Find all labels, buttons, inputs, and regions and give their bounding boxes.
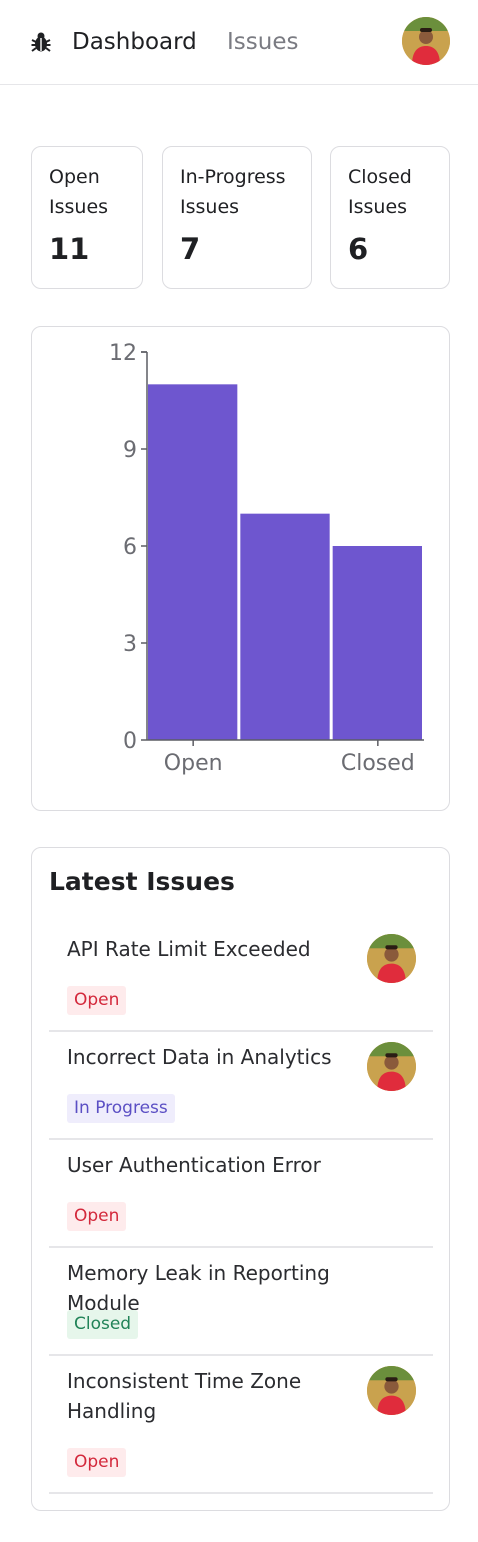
- x-tick-label: Closed: [341, 751, 415, 776]
- stat-value: 6: [348, 232, 369, 266]
- y-tick-label: 6: [123, 535, 137, 560]
- chart-bar: [148, 384, 238, 740]
- chart-bar: [240, 513, 330, 740]
- nav-link-issues[interactable]: Issues: [227, 29, 299, 55]
- issue-list-item[interactable]: Inconsistent Time Zone Handling Open: [49, 1356, 433, 1494]
- x-tick-label: Open: [164, 751, 223, 776]
- y-tick-label: 3: [123, 632, 137, 657]
- stat-card-in-progress: In-Progress Issues 7: [162, 146, 312, 289]
- issue-list-item[interactable]: API Rate Limit Exceeded Open: [49, 924, 433, 1032]
- issue-title[interactable]: Inconsistent Time Zone Handling: [67, 1369, 302, 1423]
- status-badge: Open: [67, 986, 127, 1015]
- y-tick-label: 9: [123, 438, 137, 463]
- status-badge: Open: [67, 1448, 127, 1477]
- issue-list-item[interactable]: User Authentication Error Open: [49, 1140, 433, 1248]
- latest-issues-card: Latest Issues API Rate Limit Exceeded Ope…: [31, 847, 450, 1511]
- stat-card-open: Open Issues 11: [31, 146, 143, 289]
- status-badge: In Progress: [67, 1094, 175, 1123]
- stat-label: In-Progress Issues: [180, 166, 286, 218]
- issue-title[interactable]: Memory Leak in Reporting Module: [67, 1261, 330, 1315]
- status-badge: Open: [67, 1202, 127, 1231]
- assignee-avatar: [367, 1042, 416, 1091]
- issue-title[interactable]: API Rate Limit Exceeded: [67, 937, 311, 961]
- issues-bar-chart-card: 0 3 6 9 12 Open Closed: [31, 326, 450, 811]
- y-tick-label: 12: [109, 341, 137, 366]
- chart-bar: [332, 546, 422, 740]
- issue-list-item[interactable]: Memory Leak in Reporting Module Closed: [49, 1248, 433, 1356]
- issues-bar-chart: 0 3 6 9 12 Open Closed: [109, 341, 424, 776]
- stat-label: Open Issues: [49, 166, 109, 218]
- issue-title[interactable]: User Authentication Error: [67, 1153, 321, 1177]
- issue-list-item[interactable]: Incorrect Data in Analytics In Progress: [49, 1032, 433, 1140]
- nav-link-dashboard[interactable]: Dashboard: [72, 29, 197, 55]
- stat-value: 7: [180, 232, 201, 266]
- bug-icon[interactable]: [29, 30, 53, 54]
- stat-card-closed: Closed Issues 6: [330, 146, 450, 289]
- y-tick-label: 0: [123, 729, 137, 754]
- user-avatar[interactable]: [402, 17, 450, 65]
- latest-issues-title: Latest Issues: [49, 867, 235, 896]
- status-badge: Closed: [67, 1310, 139, 1339]
- issue-title[interactable]: Incorrect Data in Analytics: [67, 1045, 332, 1069]
- top-navbar: Dashboard Issues: [0, 0, 478, 85]
- assignee-avatar: [367, 1366, 416, 1415]
- stat-value: 11: [49, 232, 90, 266]
- assignee-avatar: [367, 934, 416, 983]
- stat-label: Closed Issues: [348, 166, 412, 218]
